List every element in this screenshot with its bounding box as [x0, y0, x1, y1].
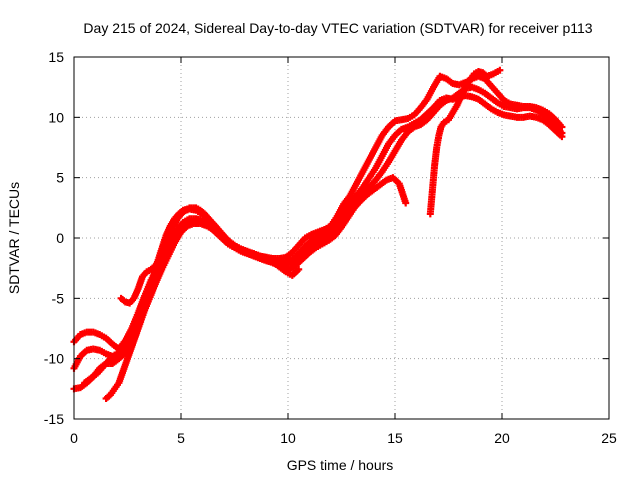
x-axis-title: GPS time / hours — [287, 457, 394, 473]
y-axis-title: SDTVAR / TECUs — [6, 182, 22, 294]
x-tick-label: 10 — [280, 430, 296, 446]
data-point — [295, 265, 303, 273]
y-tick-label: 10 — [48, 109, 64, 125]
x-tick-label: 15 — [387, 430, 403, 446]
data-points — [70, 66, 566, 402]
y-tick-label: -10 — [44, 351, 64, 367]
y-tick-label: 0 — [56, 230, 64, 246]
x-tick-label: 25 — [601, 430, 617, 446]
data-point — [402, 199, 410, 207]
x-tick-label: 0 — [70, 430, 78, 446]
data-point — [496, 66, 504, 74]
chart-title: Day 215 of 2024, Sidereal Day-to-day VTE… — [83, 20, 592, 36]
x-tick-label: 5 — [177, 430, 185, 446]
y-tick-label: -5 — [52, 290, 65, 306]
data-point — [558, 129, 566, 137]
grid — [74, 57, 609, 419]
data-point — [186, 204, 194, 212]
axis-ticks: 0 5 10 15 20 25 -15 -10 -5 0 5 10 15 — [44, 49, 617, 446]
y-tick-label: -15 — [44, 411, 64, 427]
series-track-6 — [117, 204, 194, 307]
x-tick-label: 20 — [494, 430, 510, 446]
series-track-7 — [426, 66, 504, 218]
y-tick-label: 5 — [56, 170, 64, 186]
y-tick-label: 15 — [48, 49, 64, 65]
